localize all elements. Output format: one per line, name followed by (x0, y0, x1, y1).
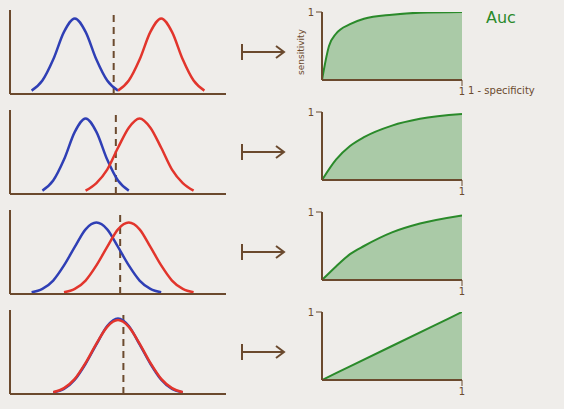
html-text:Auc: Auc (486, 8, 516, 27)
svg-text:1: 1 (308, 307, 314, 318)
svg-text:1: 1 (459, 186, 465, 197)
svg-text:1: 1 (459, 386, 465, 397)
svg-text:1: 1 (308, 207, 314, 218)
svg-text:1: 1 (308, 107, 314, 118)
svg-text:1: 1 (459, 86, 465, 97)
svg-text:1: 1 (308, 7, 314, 18)
svg-text:1: 1 (459, 286, 465, 297)
svg-text:1 - specificity: 1 - specificity (468, 85, 535, 96)
svg-text:sensitivity: sensitivity (296, 28, 306, 75)
